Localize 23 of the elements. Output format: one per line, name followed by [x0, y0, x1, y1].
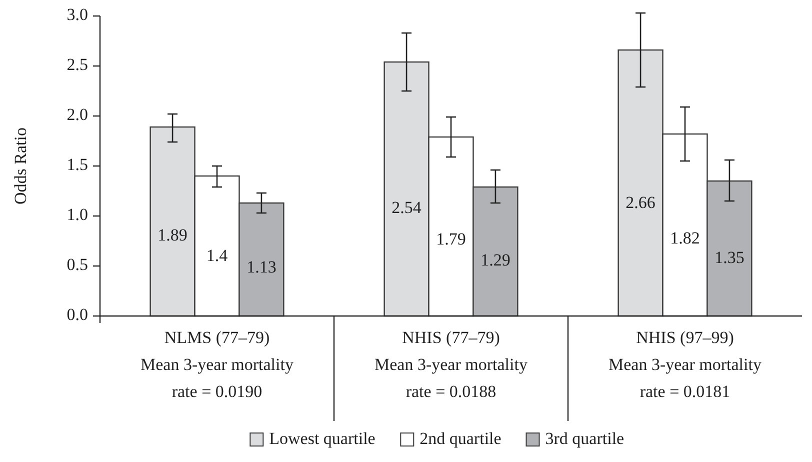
data-label: 2.54	[392, 198, 422, 218]
y-tick-label: 0.5	[66, 254, 88, 274]
legend-label: 2nd quartile	[420, 428, 502, 448]
data-label: 1.4	[206, 246, 228, 266]
legend-label: Lowest quartile	[269, 428, 376, 448]
data-label: 2.66	[626, 193, 656, 212]
data-label: 1.79	[436, 230, 466, 249]
x-tick-label: NLMS (77–79) Mean 3-year mortality rate = 0.0190	[140, 328, 294, 401]
y-axis-title: Odds Ratio	[10, 128, 30, 204]
legend-label: 3rd quartile	[545, 428, 624, 448]
y-tick-label: 2.0	[66, 104, 88, 124]
x-tick-label: NHIS (77–79) Mean 3-year mortality rate = 0.0188	[374, 328, 528, 401]
data-label: 1.82	[670, 228, 700, 248]
y-tick-label: 3.0	[66, 4, 88, 24]
data-label: 1.13	[246, 257, 276, 276]
data-label: 1.35	[714, 248, 744, 268]
data-label: 1.29	[480, 250, 510, 270]
y-tick-label: 0.0	[66, 304, 88, 324]
y-tick-label: 1.5	[66, 154, 88, 174]
y-tick-label: 2.5	[66, 54, 88, 74]
x-tick-label: NHIS (97–99) Mean 3-year mortality rate = 0.0181	[608, 328, 762, 401]
y-tick-label: 1.0	[66, 204, 88, 224]
data-label: 1.89	[158, 226, 188, 245]
